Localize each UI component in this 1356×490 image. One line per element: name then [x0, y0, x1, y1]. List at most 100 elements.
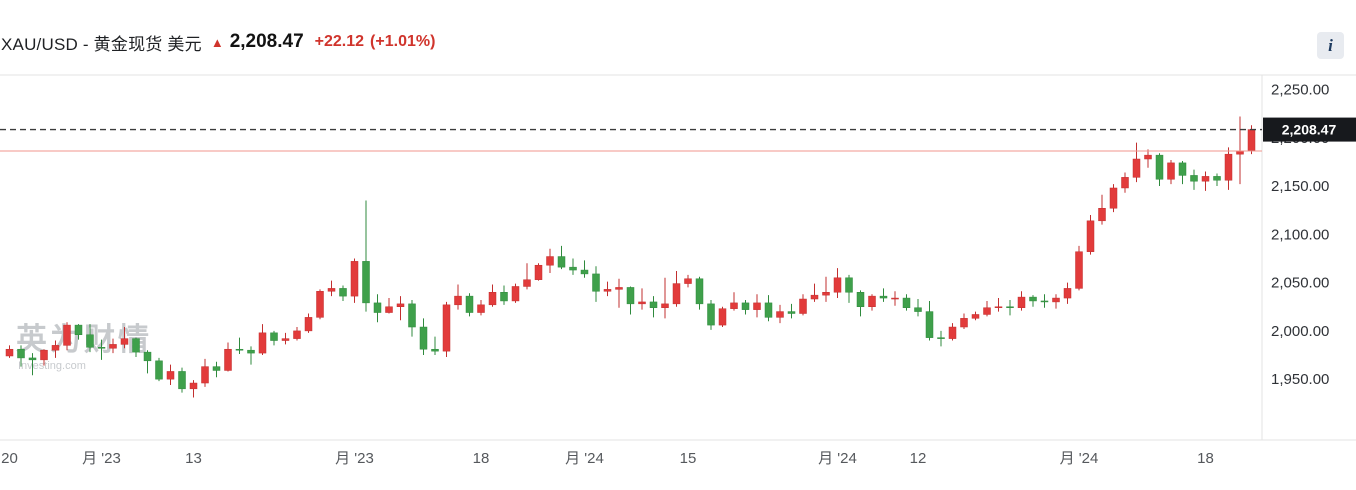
candle: [960, 313, 968, 329]
candle: [316, 289, 324, 320]
candle: [948, 323, 957, 341]
svg-text:12: 12: [910, 450, 927, 467]
candle: [63, 322, 71, 351]
instrument-title: XAU/USD - 黄金现货 美元: [1, 34, 202, 54]
candle: [86, 324, 94, 353]
candle: [914, 299, 922, 317]
svg-text:月 '24: 月 '24: [818, 450, 857, 467]
candle: [1098, 194, 1106, 225]
candle: [707, 299, 715, 330]
candle: [615, 278, 623, 308]
svg-text:2,208.47: 2,208.47: [1282, 122, 1337, 138]
candle: [109, 338, 117, 354]
candle: [1086, 215, 1095, 255]
candle: [557, 245, 566, 270]
candle: [523, 263, 531, 290]
svg-text:18: 18: [473, 450, 490, 467]
candle: [293, 327, 301, 341]
candle: [580, 260, 589, 278]
candle: [212, 361, 221, 378]
candle: [132, 337, 140, 357]
candle: [373, 294, 382, 323]
candle: [868, 294, 876, 311]
candle: [1190, 169, 1198, 190]
candle: [431, 336, 439, 356]
candle: [1109, 184, 1118, 213]
candle: [1121, 172, 1129, 193]
candle: [730, 292, 738, 311]
up-arrow-icon: ▲: [210, 34, 224, 50]
price-change: +22.12: [314, 33, 365, 50]
last-price: 2,208.47: [229, 31, 304, 52]
candle: [684, 274, 692, 288]
candle: [178, 367, 186, 393]
svg-text:13: 13: [185, 450, 202, 467]
candle: [695, 276, 704, 310]
candle: [442, 301, 451, 357]
candle: [511, 283, 520, 303]
candle: [327, 280, 336, 297]
candle: [569, 258, 577, 275]
candle: [1132, 142, 1141, 183]
candle: [5, 345, 14, 358]
candle: [833, 268, 842, 299]
x-axis-labels: 20 月 '23 13 月 '23 18 月 '24 15 月 '24 12 月 '24 18: [1, 450, 1214, 467]
candle: [638, 288, 646, 310]
candle: [362, 200, 370, 312]
candle: [1029, 295, 1037, 307]
candle: [1213, 173, 1221, 187]
candle: [672, 271, 681, 307]
svg-text:2,000.00: 2,000.00: [1271, 323, 1329, 340]
candle: [235, 337, 244, 355]
candle: [776, 304, 784, 324]
svg-text:月 '23: 月 '23: [335, 450, 374, 467]
instrument-header: XAU/USD - 黄金现货 美元 ▲ 2,208.47 +22.12 (+1.…: [1, 26, 435, 58]
svg-text:15: 15: [680, 450, 697, 467]
candle: [741, 299, 750, 315]
candle: [1167, 159, 1175, 185]
candle: [454, 284, 462, 310]
candle: [994, 298, 1003, 312]
price-change-percent: (+1.01%): [370, 33, 436, 50]
candle: [465, 293, 474, 317]
candle: [822, 276, 830, 302]
candle: [396, 296, 405, 321]
candle: [408, 299, 416, 337]
candle: [1224, 147, 1233, 190]
candle: [74, 324, 83, 340]
info-icon: i: [1328, 36, 1333, 55]
candle: [1017, 291, 1026, 311]
candle: [983, 300, 991, 317]
candle: [603, 281, 612, 297]
candle: [534, 263, 543, 281]
candle: [937, 330, 945, 347]
svg-text:月 '23: 月 '23: [82, 450, 121, 467]
candle: [626, 286, 635, 315]
candle: [51, 340, 60, 358]
candles: [5, 116, 1256, 398]
candle: [40, 349, 48, 366]
candle: [143, 350, 152, 374]
candle: [1144, 149, 1152, 168]
candle: [810, 283, 819, 302]
candle: [166, 364, 175, 385]
svg-text:2,050.00: 2,050.00: [1271, 275, 1329, 292]
svg-text:2,100.00: 2,100.00: [1271, 226, 1329, 243]
candle: [1155, 153, 1164, 187]
svg-text:2,150.00: 2,150.00: [1271, 178, 1329, 195]
candle: [120, 327, 129, 349]
candle: [718, 306, 727, 328]
candle: [764, 295, 773, 322]
candle: [1063, 282, 1072, 304]
candle: [189, 380, 198, 398]
candle: [753, 294, 761, 318]
svg-text:18: 18: [1197, 450, 1214, 467]
candle: [649, 296, 658, 318]
price-tag: 2,208.47: [1263, 117, 1356, 142]
info-button[interactable]: i: [1317, 32, 1344, 59]
candle: [350, 258, 359, 303]
candle: [856, 290, 865, 317]
candle: [281, 332, 290, 345]
